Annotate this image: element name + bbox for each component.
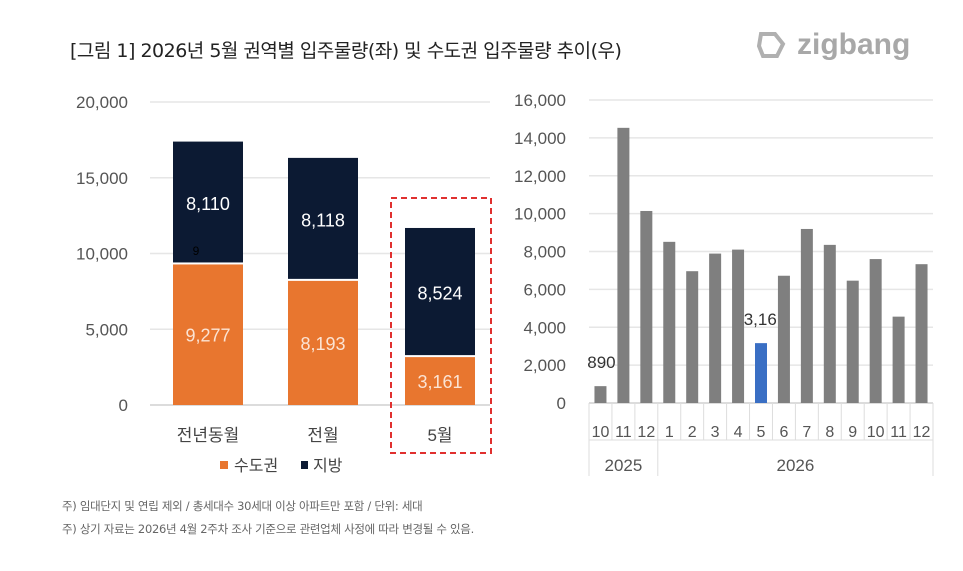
bar: [732, 249, 745, 403]
x-tick-label: 3: [711, 424, 720, 441]
data-label-capital: 3,161: [417, 372, 462, 392]
bar: [777, 275, 790, 403]
data-label-regional: 8,524: [417, 284, 462, 304]
legend-swatch-regional: [301, 461, 308, 469]
y-tick-label: 6,000: [523, 280, 566, 299]
data-label-capital: 8,193: [300, 334, 345, 354]
y-tick-label: 4,000: [523, 318, 566, 337]
x-tick-label: 10: [867, 424, 885, 441]
bar: [846, 280, 859, 403]
data-label-regional: 8,118: [301, 210, 345, 230]
legend-label-regional: 지방: [313, 457, 343, 475]
x-tick-label: 11: [890, 424, 907, 441]
bar-capital: [173, 264, 243, 405]
bar-regional: [288, 157, 358, 279]
bar: [823, 244, 836, 403]
year-group-label: 2025: [604, 456, 642, 475]
logo-text: zigbang: [797, 28, 911, 61]
bar-capital: [405, 357, 475, 405]
y-tick-label: 2,000: [523, 356, 566, 375]
bar: [594, 386, 607, 403]
bar-capital: [288, 280, 358, 405]
data-label: 3,161: [744, 310, 787, 329]
x-tick-label: 10: [592, 424, 610, 441]
x-tick-label: 5월: [427, 426, 452, 445]
data-label: 890: [587, 353, 615, 372]
zigbang-logo: zigbang: [755, 28, 910, 62]
legend-swatch-capital: [220, 461, 228, 469]
x-tick-label: 6: [779, 424, 788, 441]
bar-regional: [405, 227, 475, 356]
x-tick-label: 1: [665, 424, 674, 441]
bar: [755, 343, 767, 403]
bar: [709, 253, 722, 403]
bar: [892, 316, 905, 403]
data-label-capital: 9,277: [185, 326, 230, 346]
bar-regional: [173, 141, 243, 263]
y-tick-label: 12,000: [514, 167, 566, 186]
y-tick-label: 10,000: [514, 205, 566, 224]
highlight-box: [390, 197, 492, 454]
footnote-2: 주) 상기 자료는 2026년 4월 2주차 조사 기준으로 관련업체 사정에 …: [62, 522, 474, 536]
bar: [617, 127, 630, 403]
x-tick-label: 11: [615, 424, 632, 441]
year-group-label: 2026: [776, 456, 814, 475]
x-tick-label: 8: [825, 424, 834, 441]
x-tick-label: 4: [734, 424, 743, 441]
x-tick-label: 12: [913, 424, 931, 441]
y-tick-label: 5,000: [85, 320, 128, 339]
x-tick-label: 전월: [307, 426, 338, 445]
stray-label: 9: [193, 244, 200, 258]
x-tick-label: 9: [848, 424, 857, 441]
x-tick-label: 7: [802, 424, 811, 441]
footnote-1: 주) 임대단지 및 연립 제외 / 총세대수 30세대 이상 아파트만 포함 /…: [62, 499, 423, 513]
x-tick-label: 2: [688, 424, 697, 441]
bar: [640, 210, 653, 403]
y-tick-label: 0: [119, 396, 128, 415]
y-tick-label: 8,000: [523, 243, 566, 262]
bar: [869, 259, 882, 403]
y-tick-label: 10,000: [76, 245, 128, 264]
y-tick-label: 0: [557, 394, 566, 413]
data-label-regional: 8,110: [186, 194, 230, 214]
legend-label-capital: 수도권: [234, 457, 278, 475]
bar: [800, 228, 813, 403]
y-tick-label: 15,000: [76, 169, 128, 188]
y-tick-label: 14,000: [514, 129, 566, 148]
bar: [686, 271, 699, 403]
x-tick-label: 전년동월: [177, 426, 240, 445]
figure-title: [그림 1] 2026년 5월 권역별 입주물량(좌) 및 수도권 입주물량 추…: [70, 40, 622, 62]
x-tick-label: 5: [757, 424, 766, 441]
y-tick-label: 20,000: [76, 93, 128, 112]
x-tick-label: 12: [637, 424, 655, 441]
bar: [663, 241, 676, 403]
zigbang-logo-icon: [756, 32, 786, 58]
y-tick-label: 16,000: [514, 91, 566, 110]
bar: [915, 264, 928, 403]
